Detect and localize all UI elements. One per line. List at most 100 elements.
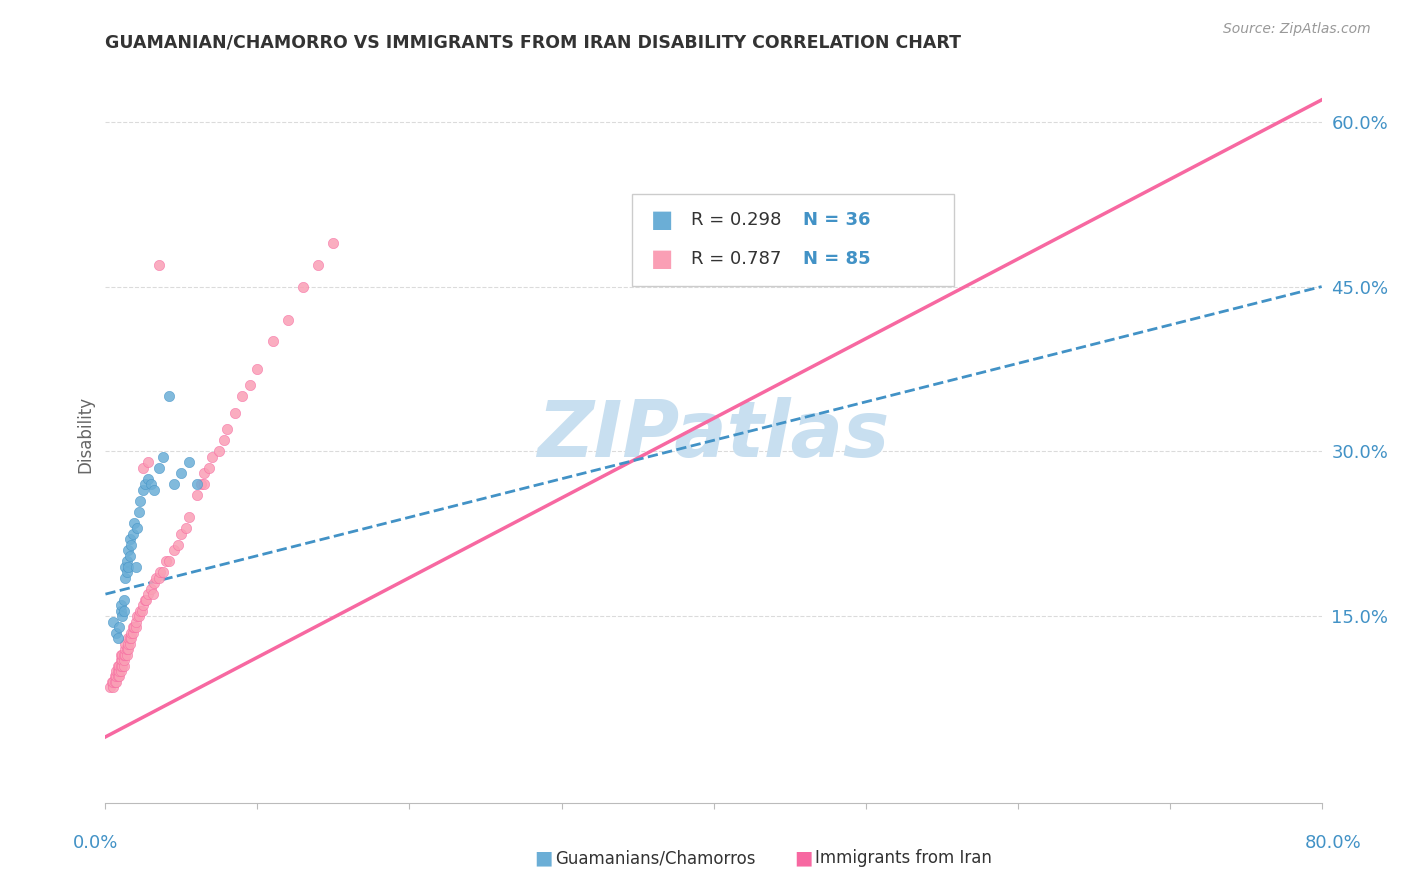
Point [117, 631, 139, 645]
Point [115, 642, 138, 657]
Point [143, 483, 166, 497]
Point [118, 636, 141, 650]
Point [127, 609, 149, 624]
Text: ■: ■ [794, 848, 813, 868]
Point [217, 422, 239, 436]
Point [115, 648, 138, 662]
Point [101, 675, 124, 690]
Point [198, 460, 221, 475]
Text: 0.0%: 0.0% [73, 834, 118, 852]
Point [98, 681, 121, 695]
Point [121, 620, 143, 634]
Point [148, 460, 170, 475]
Y-axis label: Disability: Disability [76, 396, 94, 474]
Text: ZIPatlas: ZIPatlas [537, 397, 890, 473]
Point [170, 467, 193, 481]
Point [118, 631, 141, 645]
Point [103, 669, 125, 683]
Point [208, 444, 231, 458]
Point [125, 620, 148, 634]
Point [101, 681, 124, 695]
Point [193, 467, 215, 481]
Point [142, 587, 165, 601]
Point [100, 675, 122, 690]
Point [110, 658, 132, 673]
Point [132, 460, 155, 475]
Point [177, 510, 200, 524]
Point [117, 636, 139, 650]
Point [115, 565, 138, 579]
Point [167, 538, 190, 552]
Text: Immigrants from Iran: Immigrants from Iran [815, 849, 993, 867]
Point [322, 235, 344, 250]
Point [108, 664, 131, 678]
Point [186, 488, 208, 502]
Point [224, 406, 246, 420]
Point [193, 477, 215, 491]
Text: R = 0.787: R = 0.787 [690, 251, 782, 268]
Point [112, 653, 135, 667]
Point [163, 543, 186, 558]
Point [145, 571, 167, 585]
Point [120, 631, 142, 645]
Point [128, 505, 150, 519]
Point [212, 434, 235, 448]
Text: Guamanians/Chamorros: Guamanians/Chamorros [555, 849, 756, 867]
Point [120, 538, 142, 552]
Point [117, 642, 139, 657]
Point [118, 549, 141, 563]
Point [110, 653, 132, 667]
Point [107, 631, 129, 645]
Point [107, 669, 129, 683]
Point [129, 493, 152, 508]
Point [125, 615, 148, 629]
Point [139, 582, 162, 596]
Point [114, 571, 136, 585]
Point [120, 625, 142, 640]
Text: N = 85: N = 85 [803, 251, 870, 268]
Point [157, 389, 180, 403]
Text: GUAMANIAN/CHAMORRO VS IMMIGRANTS FROM IRAN DISABILITY CORRELATION CHART: GUAMANIAN/CHAMORRO VS IMMIGRANTS FROM IR… [105, 34, 962, 52]
Point [114, 559, 136, 574]
Point [277, 312, 299, 326]
Point [148, 571, 170, 585]
Point [157, 554, 180, 568]
Point [111, 609, 134, 624]
Point [292, 279, 315, 293]
Text: ■: ■ [534, 848, 553, 868]
Point [170, 526, 193, 541]
Point [110, 598, 132, 612]
Point [186, 477, 208, 491]
Point [143, 576, 166, 591]
Point [127, 521, 149, 535]
Point [107, 664, 129, 678]
Text: ■: ■ [651, 247, 673, 271]
Point [105, 664, 128, 678]
Point [115, 554, 138, 568]
Point [111, 648, 134, 662]
Point [136, 472, 159, 486]
Point [112, 592, 135, 607]
Point [132, 598, 155, 612]
Point [136, 455, 159, 469]
Point [152, 565, 174, 579]
Point [105, 625, 128, 640]
Point [128, 609, 150, 624]
Point [134, 477, 156, 491]
Point [110, 648, 132, 662]
Point [105, 675, 128, 690]
Point [108, 669, 131, 683]
Point [134, 592, 156, 607]
Text: Source: ZipAtlas.com: Source: ZipAtlas.com [1223, 22, 1371, 37]
Point [124, 516, 146, 530]
Point [149, 565, 172, 579]
Point [246, 362, 269, 376]
Point [152, 450, 174, 464]
Point [117, 559, 139, 574]
Point [117, 543, 139, 558]
Point [129, 604, 152, 618]
Point [136, 587, 159, 601]
Point [112, 604, 135, 618]
Point [121, 526, 143, 541]
Point [174, 521, 197, 535]
